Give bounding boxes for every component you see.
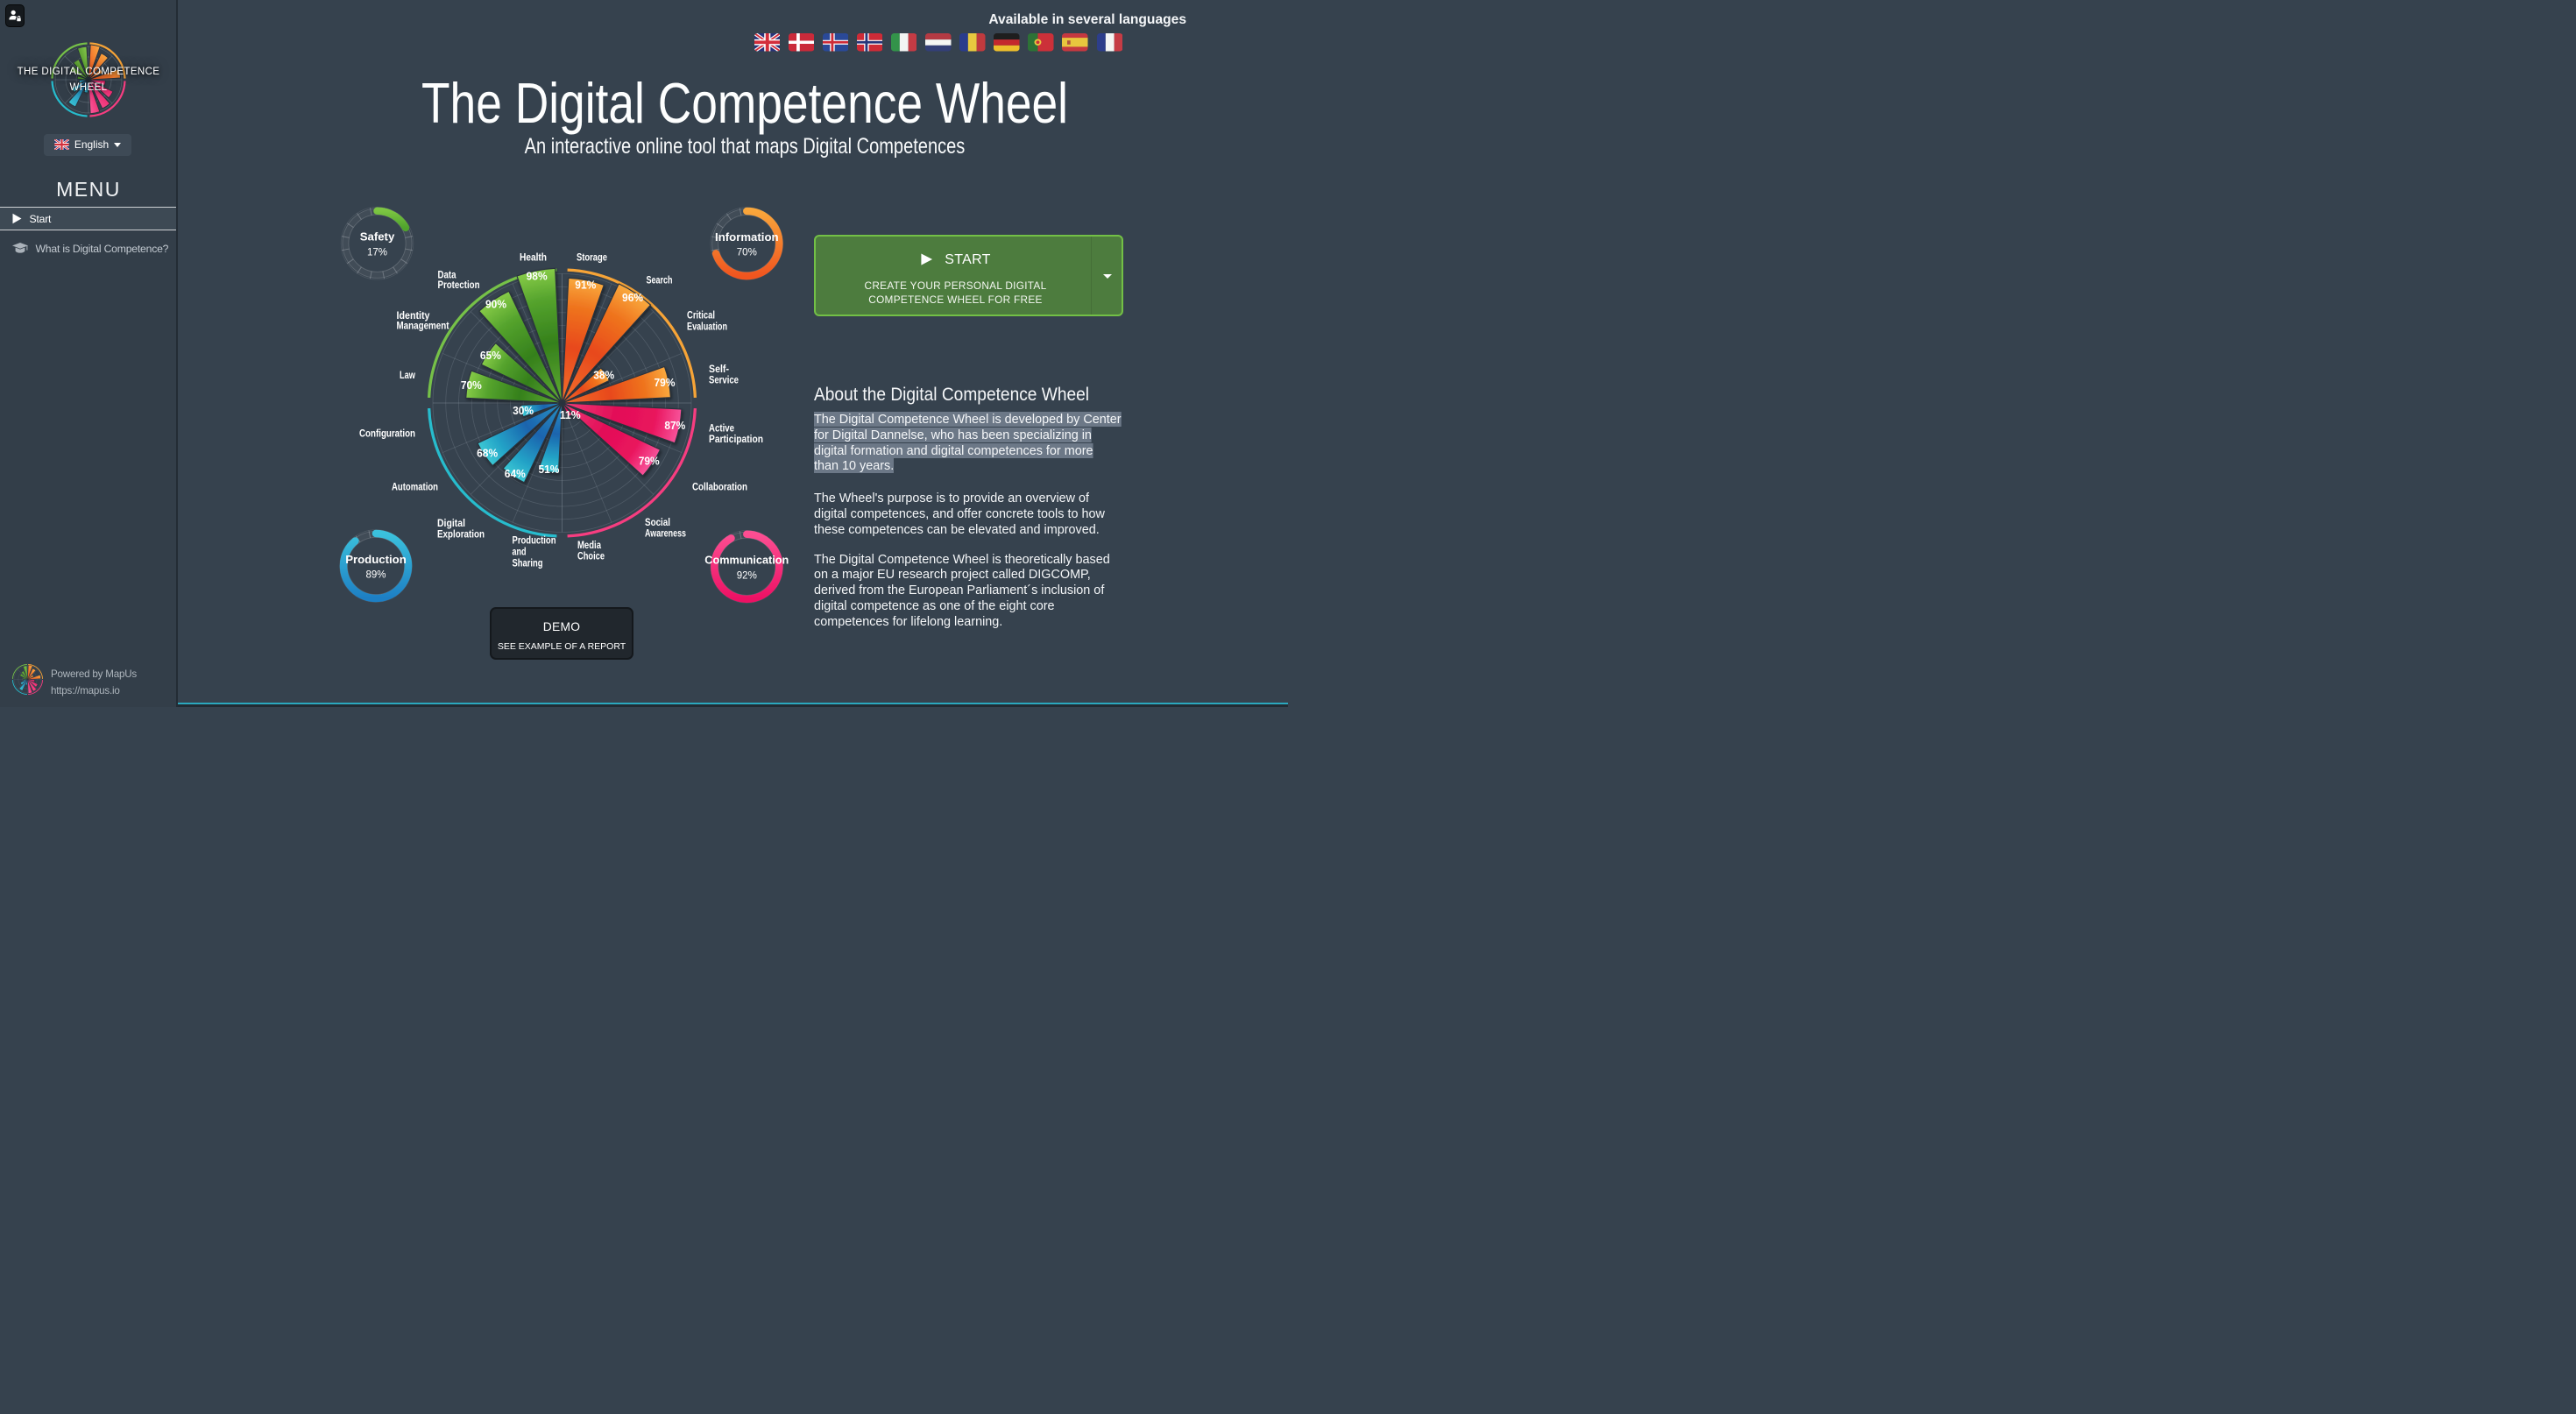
svg-text:Law: Law xyxy=(400,369,416,381)
svg-text:Information: Information xyxy=(715,230,779,244)
svg-text:Collaboration: Collaboration xyxy=(692,481,747,493)
svg-text:68%: 68% xyxy=(477,447,498,459)
svg-text:17%: 17% xyxy=(367,247,387,258)
svg-text:Participation: Participation xyxy=(709,433,763,445)
svg-text:11%: 11% xyxy=(560,409,581,421)
svg-text:70%: 70% xyxy=(737,248,757,258)
svg-text:Digital: Digital xyxy=(437,517,465,529)
svg-text:90%: 90% xyxy=(485,298,506,310)
svg-text:89%: 89% xyxy=(365,570,386,581)
svg-text:Production: Production xyxy=(513,534,556,547)
svg-text:64%: 64% xyxy=(505,468,526,480)
svg-text:Safety: Safety xyxy=(360,230,395,244)
svg-text:Awareness: Awareness xyxy=(645,527,686,540)
svg-text:Configuration: Configuration xyxy=(359,428,415,440)
svg-text:Evaluation: Evaluation xyxy=(687,320,727,332)
svg-text:Social: Social xyxy=(645,516,670,528)
svg-text:Search: Search xyxy=(647,274,673,286)
svg-text:65%: 65% xyxy=(480,350,501,362)
svg-text:Choice: Choice xyxy=(577,550,605,562)
svg-text:Active: Active xyxy=(709,422,734,435)
svg-text:79%: 79% xyxy=(655,377,676,389)
svg-text:70%: 70% xyxy=(461,379,482,392)
svg-text:Automation: Automation xyxy=(392,481,438,493)
svg-text:Production: Production xyxy=(345,553,407,566)
svg-text:30%: 30% xyxy=(513,405,534,417)
svg-text:Media: Media xyxy=(577,539,601,551)
svg-text:92%: 92% xyxy=(737,570,757,581)
svg-text:Critical: Critical xyxy=(687,309,715,322)
svg-text:and: and xyxy=(513,546,527,558)
svg-text:Data: Data xyxy=(438,269,456,281)
svg-text:Exploration: Exploration xyxy=(437,528,485,541)
svg-text:91%: 91% xyxy=(575,279,596,292)
svg-text:87%: 87% xyxy=(664,420,685,432)
svg-text:Communication: Communication xyxy=(704,554,789,567)
svg-text:38%: 38% xyxy=(593,370,614,382)
svg-text:98%: 98% xyxy=(527,270,548,282)
svg-text:Service: Service xyxy=(709,374,739,386)
svg-text:Protection: Protection xyxy=(438,279,480,291)
svg-text:Self-: Self- xyxy=(709,363,729,375)
svg-text:Health: Health xyxy=(520,251,547,264)
svg-text:Sharing: Sharing xyxy=(513,557,543,569)
svg-text:79%: 79% xyxy=(639,456,660,468)
svg-text:96%: 96% xyxy=(622,292,643,304)
svg-text:Storage: Storage xyxy=(577,251,607,264)
svg-text:51%: 51% xyxy=(538,463,559,476)
svg-text:Management: Management xyxy=(397,320,449,332)
svg-text:Identity: Identity xyxy=(397,309,430,322)
